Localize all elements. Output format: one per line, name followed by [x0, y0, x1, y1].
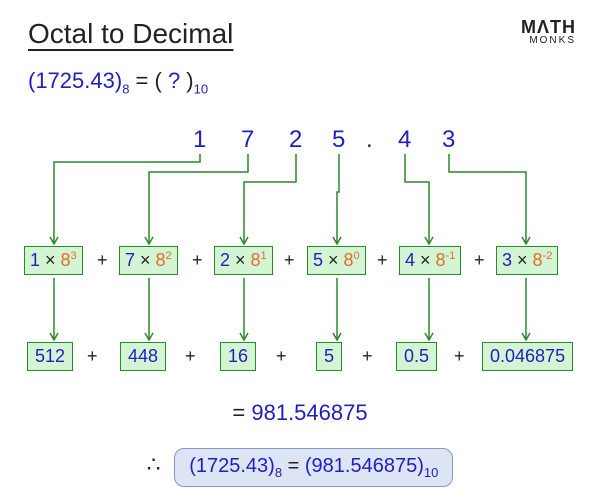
digit-5: 4	[398, 126, 411, 154]
final-row: ∴ (1725.43)8 = (981.546875)10	[0, 448, 600, 487]
logo-top: MΛTH	[521, 18, 576, 36]
final-rhs-base: 10	[424, 465, 438, 480]
term-plus-4: +	[474, 250, 485, 271]
sum-eq: =	[232, 400, 251, 425]
value-plus-2: +	[276, 346, 287, 367]
value-box-2: 16	[220, 342, 256, 371]
final-lhs: (1725.43)	[189, 455, 275, 477]
digit-4: .	[366, 126, 373, 154]
term-box-1: 7 × 82	[119, 246, 178, 275]
value-plus-1: +	[185, 346, 196, 367]
value-box-3: 5	[316, 342, 342, 371]
value-box-0: 512	[27, 342, 73, 371]
digit-0: 1	[193, 126, 206, 154]
term-box-3: 5 × 80	[307, 246, 366, 275]
final-rhs: (981.546875)	[305, 455, 424, 477]
value-box-1: 448	[120, 342, 166, 371]
logo: MΛTH MONKS	[521, 18, 576, 46]
value-box-4: 0.5	[396, 342, 437, 371]
value-plus-4: +	[454, 346, 465, 367]
term-plus-2: +	[284, 250, 295, 271]
digit-3: 5	[332, 126, 345, 154]
value-box-5: 0.046875	[482, 342, 573, 371]
logo-bottom: MONKS	[521, 36, 576, 46]
problem-statement: (1725.43)8 = ( ? )10	[28, 68, 208, 96]
problem-lhs: (1725.43)	[28, 68, 122, 93]
final-eq: =	[282, 455, 305, 477]
term-box-2: 2 × 81	[214, 246, 273, 275]
therefore-icon: ∴	[147, 452, 161, 477]
sum-row: = 981.546875	[0, 400, 600, 426]
digit-1: 7	[241, 126, 254, 154]
final-answer-box: (1725.43)8 = (981.546875)10	[174, 448, 453, 487]
term-plus-1: +	[192, 250, 203, 271]
term-plus-3: +	[377, 250, 388, 271]
term-box-4: 4 × 8-1	[399, 246, 461, 275]
digit-2: 2	[289, 126, 302, 154]
term-plus-0: +	[97, 250, 108, 271]
value-plus-0: +	[87, 346, 98, 367]
term-box-5: 3 × 8-2	[496, 246, 558, 275]
problem-eq: =	[129, 68, 154, 93]
final-lhs-base: 8	[275, 465, 282, 480]
sum-value: 981.546875	[251, 400, 367, 425]
value-plus-3: +	[362, 346, 373, 367]
problem-question: ?	[162, 68, 186, 93]
problem-rhs-close: )	[186, 68, 193, 93]
digit-6: 3	[442, 126, 455, 154]
problem-rhs-open: (	[155, 68, 162, 93]
problem-rhs-base: 10	[194, 81, 208, 96]
term-box-0: 1 × 83	[24, 246, 83, 275]
page-title: Octal to Decimal	[28, 18, 233, 50]
